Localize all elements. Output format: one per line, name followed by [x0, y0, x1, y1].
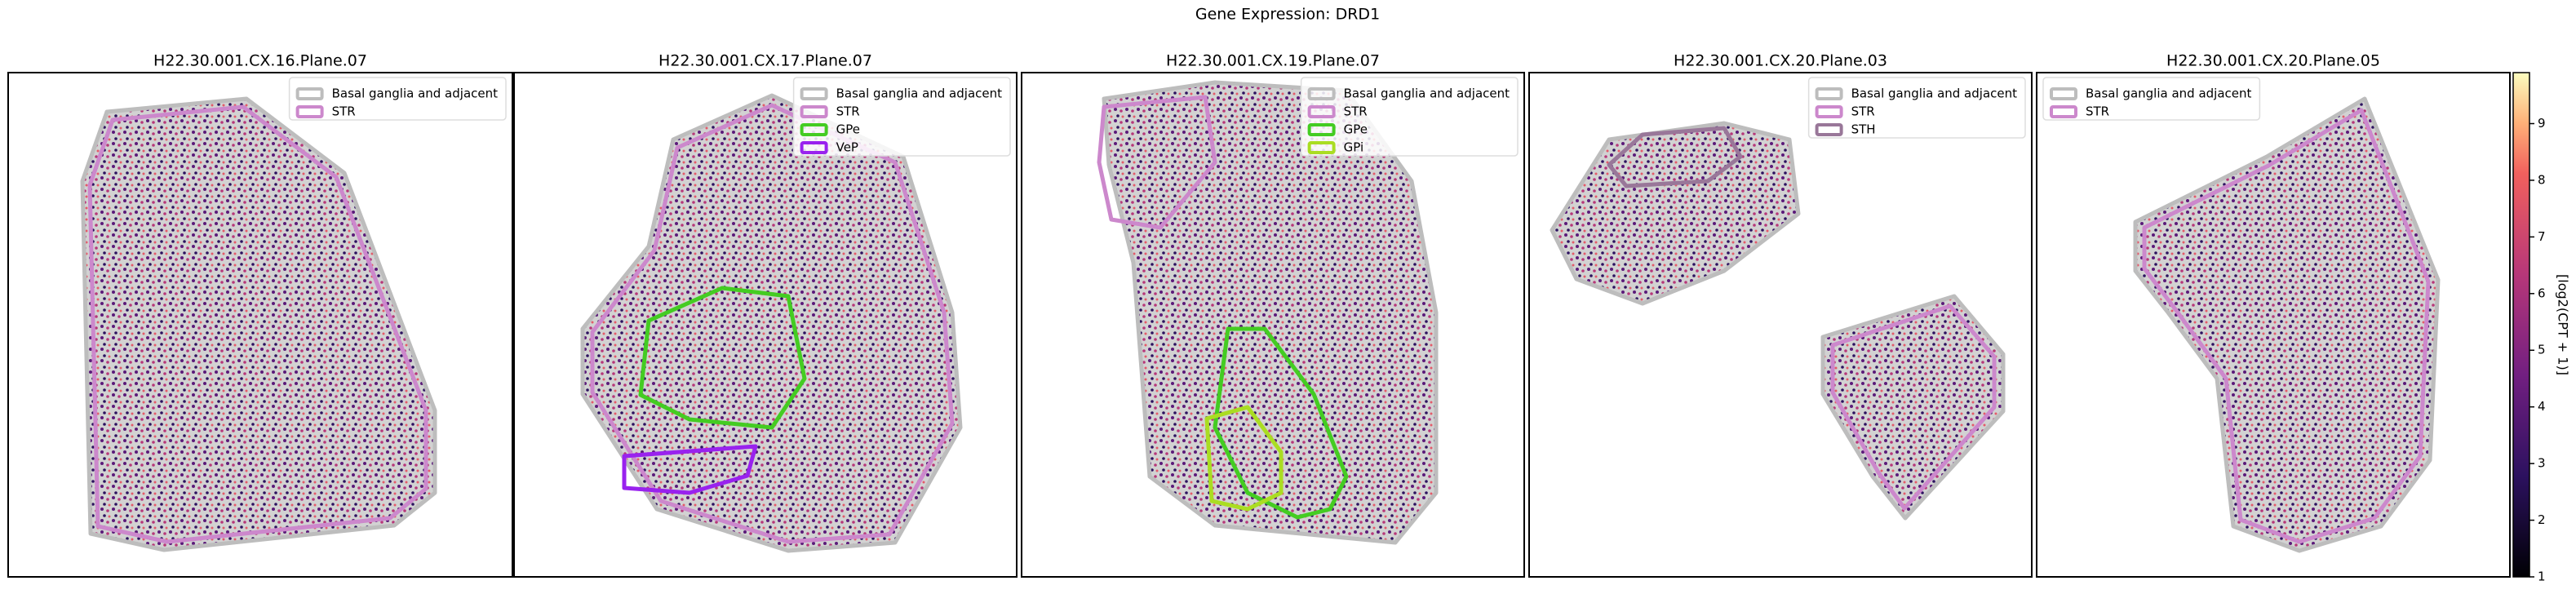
panel-title: H22.30.001.CX.19.Plane.07 [1166, 52, 1380, 70]
legend: Basal ganglia and adjacent STR GPe GPi [1300, 77, 1519, 157]
legend-label: Basal ganglia and adjacent [2086, 86, 2252, 101]
legend-label: Basal ganglia and adjacent [1851, 86, 2018, 101]
legend-label: VeP [836, 140, 858, 155]
legend-swatch [1307, 141, 1336, 154]
colorbar-label: [log2(CPT + 1)] [2556, 274, 2571, 375]
panel: Basal ganglia and adjacent STR STH [1550, 77, 2026, 521]
legend-label: Basal ganglia and adjacent [1344, 86, 1510, 101]
legend-swatch [295, 87, 324, 100]
colorbar-tick-label: 3 [2538, 456, 2546, 471]
region-outline [1830, 304, 1997, 511]
legend-swatch [800, 87, 828, 100]
legend-swatch [1815, 87, 1843, 100]
legend-label: Basal ganglia and adjacent [332, 86, 499, 101]
region-outline [622, 444, 758, 495]
legend-label: STR [2086, 104, 2109, 119]
legend-swatch [1307, 105, 1336, 118]
panel: Basal ganglia and adjacent STR GPe GPi [1097, 77, 1519, 545]
legend-label: STH [1851, 122, 1876, 137]
tissue [1820, 294, 2006, 521]
colorbar-tick-label: 4 [2538, 399, 2546, 414]
tissue [1550, 121, 1801, 306]
panel-title: H22.30.001.CX.20.Plane.03 [1674, 52, 1887, 70]
panel-title: H22.30.001.CX.17.Plane.07 [658, 52, 872, 70]
legend-label: GPe [836, 122, 860, 137]
region-outline [1607, 126, 1743, 188]
region-outline [1213, 326, 1349, 520]
legend: Basal ganglia and adjacent STR [288, 77, 507, 121]
region-outline [1204, 405, 1284, 512]
legend-label: STR [836, 104, 860, 119]
panel-frame [2036, 72, 2511, 578]
panel: Basal ganglia and adjacent STR [2042, 77, 2441, 553]
region-outline [2142, 108, 2431, 544]
legend-swatch [800, 123, 828, 136]
colorbar-tick-label: 6 [2538, 286, 2546, 300]
legend-box [288, 77, 507, 121]
legend-box [2042, 77, 2261, 121]
colorbar-tick-label: 5 [2538, 343, 2546, 357]
panel-title: H22.30.001.CX.20.Plane.05 [2166, 52, 2380, 70]
legend: Basal ganglia and adjacent STR GPe VeP [792, 77, 1011, 157]
legend-swatch [800, 105, 828, 118]
panel-frame [1528, 72, 2033, 578]
tissue [2133, 96, 2441, 553]
colorbar-tick-label: 9 [2538, 116, 2546, 131]
legend-swatch [1307, 123, 1336, 136]
legend-swatch [2050, 105, 2077, 118]
legend-label: STR [1851, 104, 1875, 119]
panel-title: H22.30.001.CX.16.Plane.07 [153, 52, 367, 70]
panel-frame [7, 72, 513, 578]
legend-swatch [1815, 105, 1843, 118]
region-outline [638, 286, 807, 430]
legend-label: STR [332, 104, 356, 119]
legend: Basal ganglia and adjacent STR STH [1807, 77, 2026, 139]
legend-swatch [1307, 87, 1336, 100]
legend-swatch [2050, 87, 2077, 100]
region-outline [1097, 95, 1217, 230]
tissue [580, 93, 963, 553]
region-outline [87, 104, 428, 544]
panel: Basal ganglia and adjacent STR [80, 77, 507, 552]
colorbar-tick-label: 8 [2538, 172, 2546, 187]
legend-label: Basal ganglia and adjacent [836, 86, 1003, 101]
colorbar-tick-label: 1 [2538, 570, 2546, 584]
panel-frame [513, 72, 1018, 578]
panel: Basal ganglia and adjacent STR GPe VeP [580, 77, 1011, 553]
legend-box [1807, 77, 2026, 139]
figure-title: Gene Expression: DRD1 [1195, 6, 1380, 24]
panel-frame [1021, 72, 1525, 578]
colorbar-tick-label: 7 [2538, 229, 2546, 244]
legend-box [792, 77, 1011, 157]
colorbar-tick-label: 2 [2538, 512, 2546, 527]
tissue [80, 96, 437, 552]
legend-swatch [1815, 123, 1843, 136]
legend-swatch [295, 105, 324, 118]
colorbar [2512, 72, 2530, 578]
legend-label: STR [1344, 104, 1368, 119]
legend-box [1300, 77, 1519, 157]
legend-label: GPe [1344, 122, 1368, 137]
legend-label: GPi [1344, 140, 1364, 155]
legend: Basal ganglia and adjacent STR [2042, 77, 2261, 121]
legend-swatch [800, 141, 828, 154]
